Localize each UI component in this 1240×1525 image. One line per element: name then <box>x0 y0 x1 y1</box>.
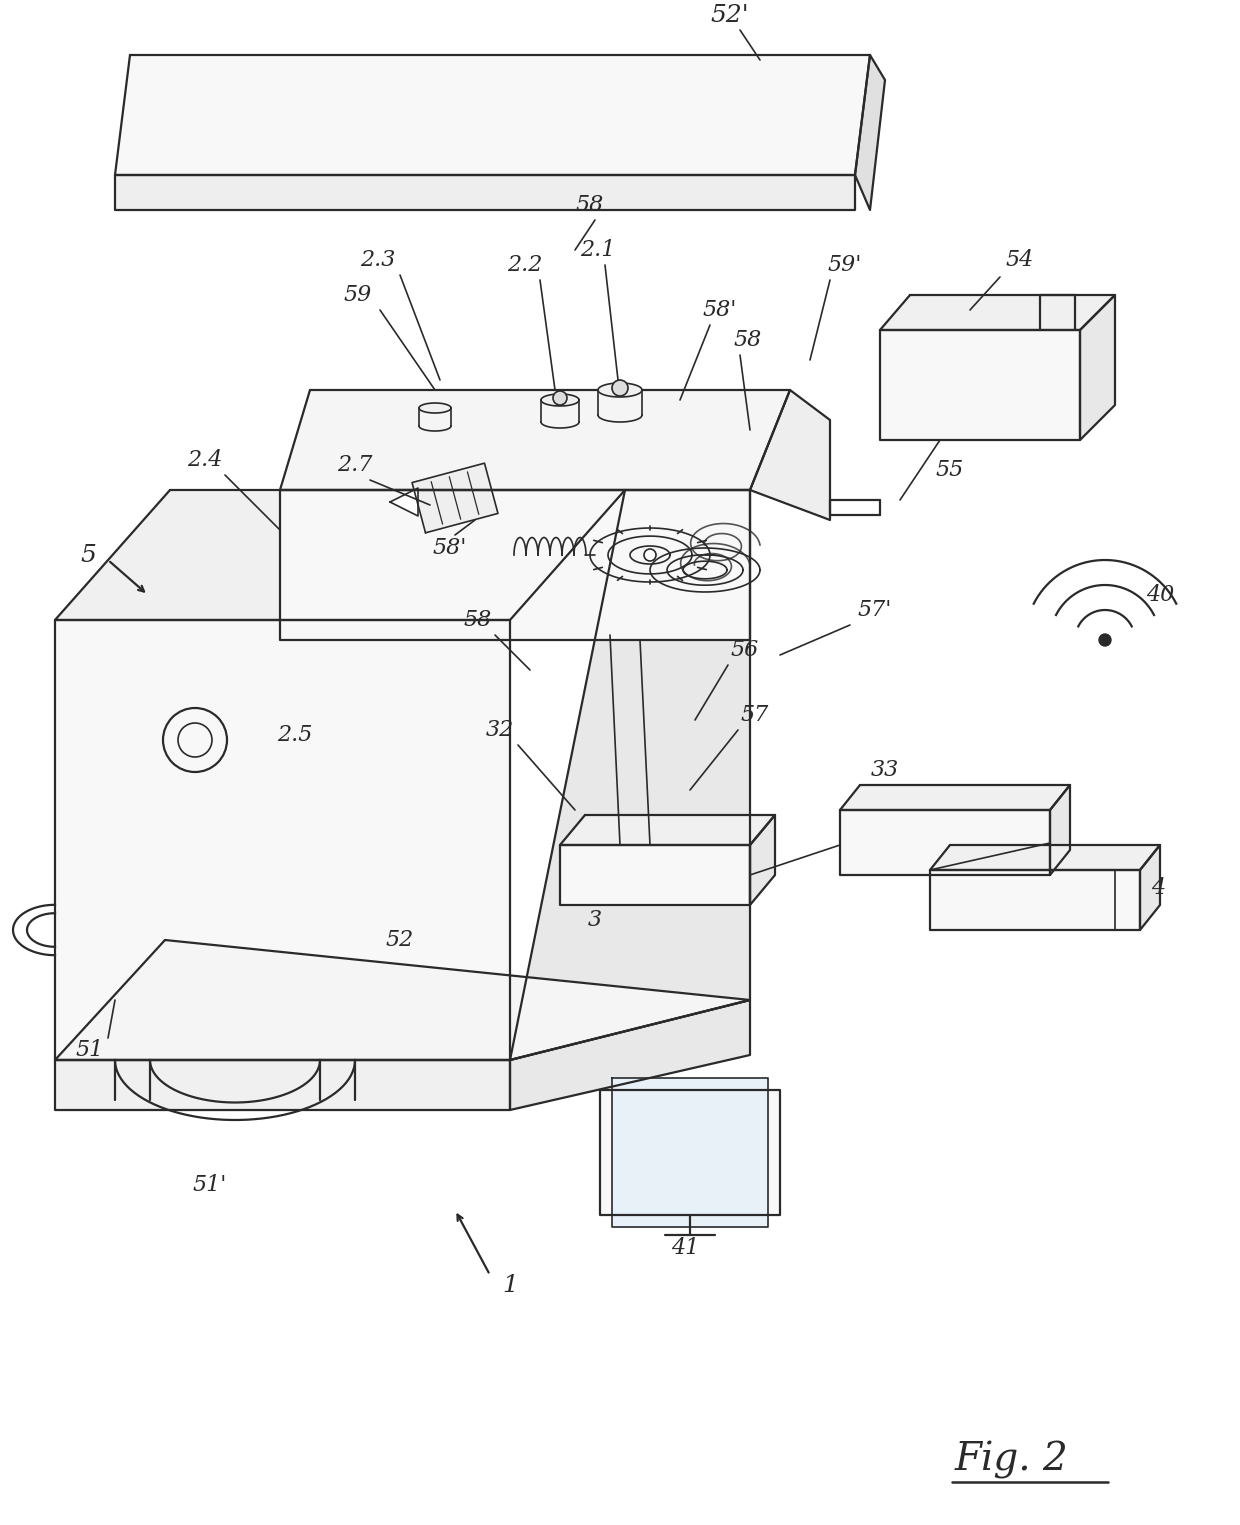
Text: 32: 32 <box>486 718 515 741</box>
Polygon shape <box>880 329 1080 441</box>
Text: 51': 51' <box>192 1174 227 1196</box>
Text: 58': 58' <box>703 299 738 320</box>
Polygon shape <box>600 1090 780 1215</box>
Polygon shape <box>115 55 870 175</box>
Text: 59': 59' <box>828 255 862 276</box>
Polygon shape <box>419 403 451 413</box>
Polygon shape <box>412 464 498 532</box>
Text: 54: 54 <box>1006 249 1034 271</box>
Polygon shape <box>1140 845 1159 930</box>
Polygon shape <box>115 175 856 210</box>
Polygon shape <box>1050 785 1070 875</box>
Polygon shape <box>55 490 625 621</box>
Polygon shape <box>510 1000 750 1110</box>
Polygon shape <box>839 810 1050 875</box>
Text: Fig. 2: Fig. 2 <box>955 1441 1069 1479</box>
Text: 5: 5 <box>81 543 95 566</box>
Polygon shape <box>930 869 1140 930</box>
Text: 52: 52 <box>386 929 414 952</box>
Text: 52': 52' <box>711 3 749 26</box>
Polygon shape <box>880 294 1115 329</box>
Polygon shape <box>541 393 579 406</box>
Circle shape <box>1099 634 1111 647</box>
Text: 2.3: 2.3 <box>361 249 396 271</box>
Text: 58: 58 <box>734 329 763 351</box>
Polygon shape <box>510 490 750 1060</box>
Text: 4: 4 <box>1151 877 1166 900</box>
Polygon shape <box>856 55 885 210</box>
Text: 58: 58 <box>464 608 492 631</box>
Text: 58': 58' <box>433 537 467 560</box>
Text: 3: 3 <box>588 909 603 930</box>
Polygon shape <box>55 1060 510 1110</box>
Text: 51: 51 <box>76 1039 104 1061</box>
Text: 56: 56 <box>730 639 759 660</box>
Circle shape <box>644 549 656 561</box>
Text: 2.7: 2.7 <box>337 454 373 476</box>
Text: 55: 55 <box>936 459 965 480</box>
Text: 33: 33 <box>870 759 899 781</box>
Text: 2.2: 2.2 <box>507 255 543 276</box>
Text: 59: 59 <box>343 284 372 307</box>
Text: 40: 40 <box>1146 584 1174 605</box>
Text: 2.1: 2.1 <box>580 239 616 261</box>
Polygon shape <box>750 814 775 904</box>
Circle shape <box>613 380 627 397</box>
Polygon shape <box>598 383 642 396</box>
Polygon shape <box>750 390 830 520</box>
Text: 1: 1 <box>502 1273 518 1296</box>
Circle shape <box>553 390 567 406</box>
Polygon shape <box>560 845 750 904</box>
Polygon shape <box>391 488 418 515</box>
Polygon shape <box>839 785 1070 810</box>
Polygon shape <box>1080 294 1115 441</box>
Text: 2.4: 2.4 <box>187 448 223 471</box>
Polygon shape <box>55 939 750 1060</box>
Polygon shape <box>280 390 790 490</box>
Text: 57': 57' <box>858 599 893 621</box>
Text: 41: 41 <box>671 1237 699 1260</box>
Polygon shape <box>930 845 1159 869</box>
Text: 58: 58 <box>575 194 604 217</box>
Text: 57: 57 <box>740 705 769 726</box>
Polygon shape <box>613 1078 768 1228</box>
Polygon shape <box>55 621 510 1060</box>
Polygon shape <box>560 814 775 845</box>
Polygon shape <box>280 490 750 640</box>
Text: 2.5: 2.5 <box>278 724 312 746</box>
